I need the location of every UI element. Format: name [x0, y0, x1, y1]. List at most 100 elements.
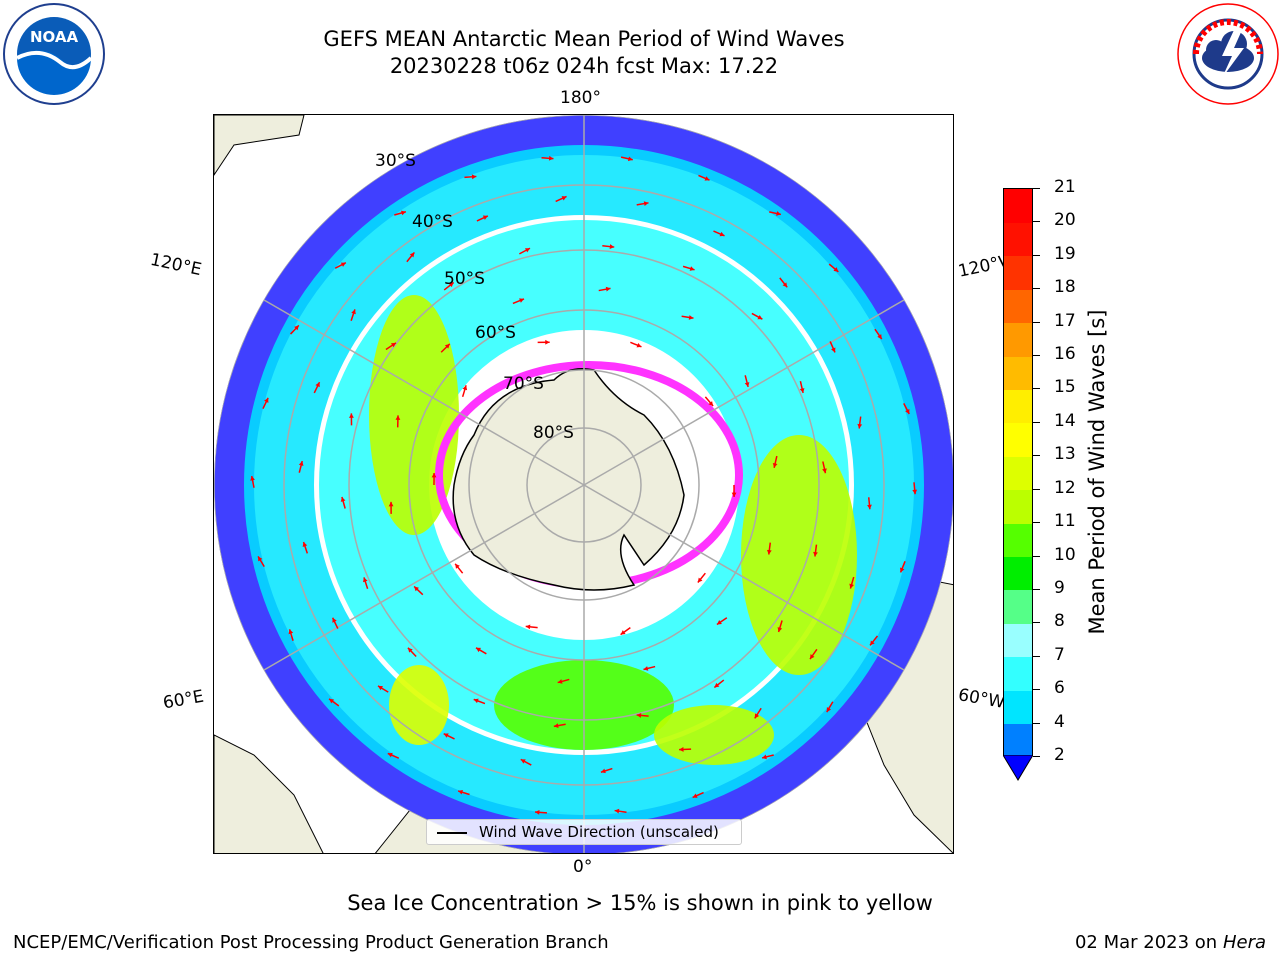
- colorbar-segment: [1004, 489, 1032, 524]
- wave-arrow-head: [340, 262, 346, 267]
- colorbar-tick-mark: [1033, 722, 1040, 724]
- wave-arrow-head: [340, 496, 346, 502]
- colorbar-segment: [1004, 189, 1032, 223]
- wave-arrow-head: [870, 640, 875, 646]
- colorbar-segment: [1004, 222, 1032, 257]
- wave-arrow-head: [455, 563, 460, 569]
- meridian-label-0: 0°: [573, 857, 593, 877]
- wave-arrow-head: [250, 475, 255, 481]
- wave-arrow-head: [833, 267, 839, 272]
- colorbar-tick-mark: [1033, 488, 1040, 490]
- wave-arrow-head: [329, 698, 335, 704]
- wave-arrow-head: [762, 754, 767, 760]
- latitude-label-80s: 80°S: [533, 423, 574, 443]
- wave-arrow-head: [719, 231, 725, 237]
- latitude-label-50s: 50°S: [444, 269, 485, 289]
- meridian-label-60e: 60°E: [161, 686, 206, 714]
- wave-arrow-head: [831, 347, 836, 353]
- wave-arrow-head: [471, 174, 477, 180]
- wave-arrow-head: [400, 210, 406, 216]
- wave-arrow-head: [545, 339, 550, 345]
- colorbar-tick-label: 2: [1054, 745, 1065, 765]
- wave-direction-arrows: [250, 155, 918, 815]
- colorbar-segment: [1004, 289, 1032, 324]
- colorbar-segment: [1004, 556, 1032, 591]
- footer-credit: NCEP/EMC/Verification Post Processing Pr…: [13, 932, 609, 953]
- wave-arrow-head: [458, 789, 464, 795]
- latitude-label-40s: 40°S: [412, 212, 453, 232]
- colorbar-tick-mark: [1033, 254, 1040, 256]
- wave-arrow-head: [534, 809, 540, 815]
- wave-arrow-head: [826, 707, 832, 713]
- colorbar-segment: [1004, 690, 1032, 725]
- australia-land: [214, 115, 305, 176]
- colorbar-tick-label: 19: [1054, 243, 1076, 264]
- wave-arrow-head: [414, 586, 419, 592]
- noaa-logo: NOAA: [3, 3, 105, 105]
- wave-arrow-head: [857, 423, 863, 429]
- wave-arrow-head: [609, 244, 615, 249]
- colorbar-tick-label: 20: [1054, 210, 1076, 231]
- wave-arrow-head: [772, 462, 778, 468]
- colorbar-segment: [1004, 723, 1032, 758]
- wave-arrow-head: [636, 342, 642, 348]
- colorbar-tick-mark: [1033, 421, 1040, 423]
- wave-arrow-head: [377, 685, 383, 691]
- wave-arrow-head: [407, 647, 413, 653]
- wave-arrow-head: [431, 473, 437, 478]
- wave-arrow-head: [525, 624, 531, 630]
- wave-arrow-head: [766, 549, 772, 555]
- wave-arrow-head: [524, 248, 530, 253]
- colorbar-tick-label: 7: [1054, 644, 1065, 665]
- chart-title: GEFS MEAN Antarctic Mean Period of Wind …: [323, 27, 845, 51]
- wave-arrow-head: [744, 382, 750, 387]
- wave-arrow-head: [636, 713, 642, 718]
- wave-arrow-head: [692, 793, 698, 798]
- wave-arrow-head: [813, 551, 818, 557]
- wave-arrow-head: [395, 415, 401, 420]
- legend-label: Wind Wave Direction (unscaled): [479, 823, 719, 841]
- wave-arrow-head: [777, 627, 783, 632]
- wave-arrow-head: [315, 382, 320, 388]
- wave-arrow-head: [473, 698, 479, 704]
- colorbar-tick-label: 9: [1054, 577, 1065, 598]
- wave-arrow-head: [302, 542, 308, 547]
- wave-arrow-head: [614, 808, 620, 814]
- chart-subtitle: 20230228 t06z 024h fcst Max: 17.22: [389, 54, 779, 78]
- wave-arrow-head: [799, 388, 805, 393]
- colorbar-tick-mark: [1033, 655, 1040, 657]
- colorbar-segment: [1004, 389, 1032, 424]
- colorbar: [1003, 188, 1033, 758]
- wave-arrow-head: [716, 620, 722, 625]
- colorbar-segment: [1004, 322, 1032, 357]
- wave-arrow-head: [561, 196, 567, 201]
- colorbar-segment: [1004, 422, 1032, 457]
- latitude-label-60s: 60°S: [475, 323, 516, 343]
- wave-arrow-head: [757, 314, 763, 320]
- wave-arrow-head: [388, 501, 394, 507]
- wave-arrow-head: [905, 409, 910, 415]
- map-canvas: [214, 115, 953, 853]
- wave-arrow-head: [557, 679, 563, 684]
- wave-arrow-head: [754, 713, 760, 719]
- high-period-southwest: [389, 665, 449, 745]
- wave-arrow-head: [443, 733, 449, 738]
- colorbar-tick-label: 4: [1054, 711, 1065, 732]
- wave-arrow-head: [688, 315, 694, 320]
- wave-arrow-head: [519, 298, 525, 303]
- colorbar-tick-mark: [1033, 622, 1040, 624]
- africa-south-land: [214, 734, 324, 853]
- wave-arrow-head: [822, 468, 827, 474]
- wave-arrow-head: [553, 723, 559, 728]
- colorbar-tick-label: 16: [1054, 344, 1076, 365]
- wave-arrow-head: [362, 577, 368, 583]
- colorbar-tick-label: 10: [1054, 544, 1076, 565]
- colorbar-tick-label: 14: [1054, 410, 1076, 431]
- wave-arrow-head: [475, 647, 481, 653]
- wave-arrow-head: [520, 759, 526, 764]
- wave-arrow-head: [288, 629, 294, 635]
- colorbar-label: Mean Period of Wind Waves [s]: [1085, 309, 1109, 635]
- latitude-label-70s: 70°S: [503, 374, 544, 394]
- polar-map: [213, 114, 954, 854]
- sea-ice-note: Sea Ice Concentration > 15% is shown in …: [347, 891, 933, 915]
